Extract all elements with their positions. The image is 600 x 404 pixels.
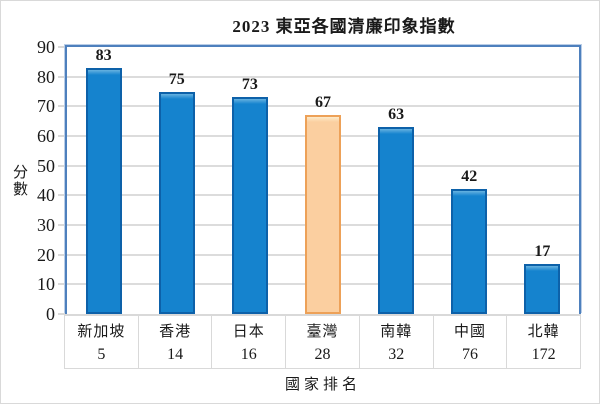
y-tick-mark bbox=[58, 253, 65, 256]
bar-value-label: 75 bbox=[168, 70, 185, 88]
y-tick-mark bbox=[58, 75, 65, 78]
category-cell: 新加坡 5 bbox=[65, 316, 139, 368]
category-label: 中國 bbox=[453, 324, 486, 340]
category-rank: 14 bbox=[167, 346, 184, 363]
category-label: 新加坡 bbox=[77, 324, 126, 340]
category-label: 臺灣 bbox=[306, 324, 339, 340]
bar-value-label: 42 bbox=[461, 168, 478, 186]
chart-title: 2023 東亞各國清廉印象指數 bbox=[232, 17, 456, 36]
bar-中國 bbox=[451, 189, 488, 314]
y-tick-label: 10 bbox=[37, 274, 55, 295]
y-tick-label: 30 bbox=[37, 215, 55, 235]
bar-value-label: 63 bbox=[388, 106, 405, 124]
category-cell: 南韓 32 bbox=[360, 316, 434, 368]
y-axis-title: 分數 bbox=[11, 164, 27, 198]
category-rank: 28 bbox=[314, 346, 331, 363]
category-rank: 5 bbox=[97, 346, 106, 363]
plot-inner: 83 75 73 67 63 42 17 bbox=[67, 47, 579, 314]
y-tick-label: 40 bbox=[37, 185, 55, 206]
category-rank: 32 bbox=[388, 346, 405, 363]
category-cell: 香港 14 bbox=[139, 316, 213, 368]
y-tick-label: 80 bbox=[37, 66, 55, 87]
bar-value-label: 17 bbox=[534, 242, 551, 260]
y-tick-mark bbox=[58, 224, 65, 226]
category-axis: 新加坡 5 香港 14 日本 16 臺灣 28 南韓 32 中國 76 北韓 172 bbox=[64, 316, 582, 369]
y-tick-mark bbox=[58, 313, 65, 315]
category-rank: 172 bbox=[531, 346, 556, 363]
y-tick-mark bbox=[58, 164, 65, 167]
x-axis-line bbox=[64, 314, 581, 316]
category-rank: 76 bbox=[461, 346, 478, 363]
bar-新加坡 bbox=[85, 67, 122, 314]
bar-value-label: 73 bbox=[241, 76, 258, 94]
bar-南韓 bbox=[378, 127, 415, 314]
y-tick-label: 0 bbox=[46, 304, 55, 324]
category-rank: 16 bbox=[240, 346, 257, 363]
category-label: 南韓 bbox=[380, 324, 413, 340]
bar-value-label: 67 bbox=[315, 94, 331, 112]
category-label: 日本 bbox=[232, 324, 265, 340]
category-label: 香港 bbox=[159, 324, 192, 340]
y-tick-mark bbox=[58, 135, 65, 137]
category-cell: 北韓 172 bbox=[507, 316, 582, 368]
y-tick-mark bbox=[58, 46, 65, 48]
y-tick-label: 90 bbox=[37, 37, 55, 57]
y-tick-label: 20 bbox=[37, 244, 55, 265]
bar-value-label: 83 bbox=[95, 46, 112, 64]
y-tick-mark bbox=[58, 105, 65, 108]
category-label: 北韓 bbox=[527, 324, 560, 340]
gridline bbox=[67, 75, 579, 78]
plot-area: 83 75 73 67 63 42 17 bbox=[65, 45, 581, 314]
category-cell: 臺灣 28 bbox=[286, 316, 360, 368]
x-axis-title: 國家排名 bbox=[284, 377, 361, 393]
y-tick-label: 50 bbox=[37, 155, 55, 176]
bar-臺灣 bbox=[305, 115, 341, 314]
y-tick-label: 60 bbox=[37, 126, 55, 146]
category-cell: 中國 76 bbox=[434, 316, 508, 368]
y-tick-mark bbox=[58, 283, 65, 286]
gridline bbox=[67, 105, 579, 108]
bar-日本 bbox=[231, 97, 268, 314]
bar-香港 bbox=[158, 91, 195, 314]
bar-北韓 bbox=[524, 263, 561, 314]
y-tick-label: 70 bbox=[37, 96, 55, 117]
y-tick-mark bbox=[58, 194, 65, 197]
category-cell: 日本 16 bbox=[212, 316, 287, 368]
